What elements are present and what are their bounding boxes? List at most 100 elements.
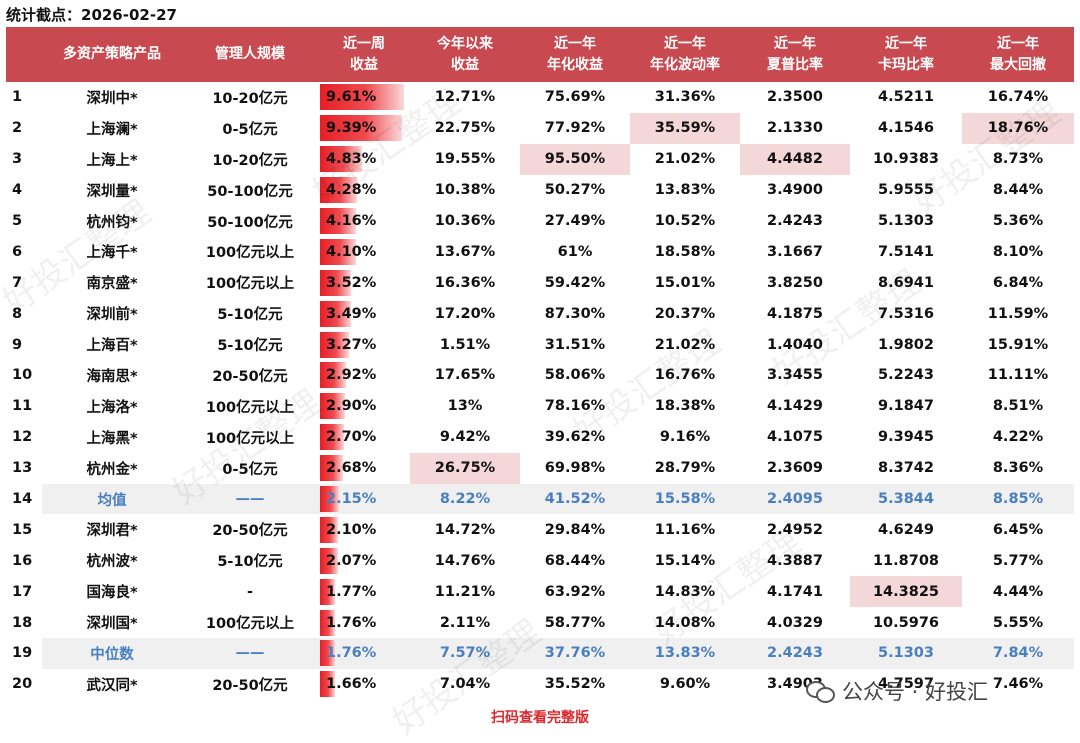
cell-name: 上海黑* — [86, 430, 138, 447]
cell-ann: 61% — [557, 243, 593, 260]
cell-scale: 100亿元以上 — [205, 616, 295, 633]
week-return-bar — [320, 177, 358, 204]
cell-mdd: 5.55% — [992, 614, 1044, 631]
cell-idx: 5 — [12, 213, 23, 229]
cell-calmar: 5.1303 — [850, 638, 962, 669]
cell-vol: 13.83% — [654, 182, 716, 199]
cell-scale: 10-20亿元 — [212, 152, 288, 169]
cell-mdd: 7.84% — [962, 638, 1074, 669]
cell-ytd: 7.04% — [439, 676, 491, 693]
cell-scale: 5-10亿元 — [217, 338, 283, 355]
wechat-icon — [806, 679, 836, 703]
cell-scale: 50-100亿元 — [207, 214, 293, 231]
cell-name: 上海千* — [86, 245, 138, 262]
cell-idx: 20 — [12, 676, 33, 693]
cell-sharpe: 4.1429 — [767, 398, 823, 415]
cell-week: 9.39% — [318, 113, 410, 144]
header-sharpe: 近一年 夏普比率 — [740, 27, 850, 82]
cell-sharpe: 3.1667 — [767, 243, 823, 260]
cell-sharpe: 4.3887 — [767, 552, 823, 569]
cell-name: 中位数 — [42, 638, 182, 669]
cell-week: 4.16% — [318, 206, 410, 237]
cell-calmar: 7.5141 — [878, 243, 934, 260]
cell-sharpe: 1.4040 — [767, 336, 823, 353]
cell-week: 2.70% — [318, 422, 410, 453]
cell-idx: 13 — [12, 460, 33, 477]
table-row: 7 南京盛* 100亿元以上 3.52% 16.36% 59.42% 15.01% 3.825… — [6, 267, 1074, 298]
cell-ann: 75.69% — [544, 89, 606, 106]
cell-ann: 63.92% — [544, 583, 606, 600]
summary-row: 14 均值 —— 2.15% 8.22% 41.52% 15.58% 2.4095 5.3844… — [6, 483, 1074, 515]
week-return-value: 2.70% — [326, 429, 377, 446]
table-row: 4 深圳量* 50-100亿元 4.28% 10.38% 50.27% 13.83% 3.49… — [6, 175, 1074, 206]
cell-name: 海南思* — [86, 368, 138, 385]
week-return-bar — [320, 362, 346, 389]
cell-ytd: 2.11% — [439, 614, 491, 631]
cell-week: 3.52% — [318, 267, 410, 298]
cell-vol: 15.14% — [654, 552, 716, 569]
header-idx — [6, 27, 42, 82]
cell-ytd: 11.21% — [434, 583, 496, 600]
cell-week: 4.83% — [318, 144, 410, 175]
cell-sharpe: 3.8250 — [767, 274, 823, 291]
cell-scale: 50-100亿元 — [207, 183, 293, 200]
week-return-bar — [320, 424, 344, 451]
week-return-value: 4.10% — [326, 243, 377, 260]
table-row: 1 深圳中* 10-20亿元 9.61% 12.71% 75.69% 31.36% 2.350… — [6, 82, 1074, 113]
cell-sharpe: 3.4900 — [767, 182, 823, 199]
cell-ytd: 14.72% — [434, 521, 496, 538]
cell-scale: 100亿元以上 — [205, 430, 295, 447]
week-return-value: 1.76% — [326, 645, 377, 662]
cell-name: 上海洛* — [86, 399, 138, 416]
cell-vol: 20.37% — [654, 305, 716, 322]
cell-week: 1.76% — [318, 638, 410, 669]
header-ann: 近一年 年化收益 — [520, 27, 630, 82]
brand-tag: 公众号 · 好投汇 — [806, 676, 988, 706]
cell-calmar: 9.3945 — [878, 429, 934, 446]
week-return-value: 1.76% — [326, 614, 377, 631]
cell-vol: 14.08% — [654, 614, 716, 631]
cell-scale: 100亿元以上 — [205, 276, 295, 293]
cell-vol: 16.76% — [654, 367, 716, 384]
cell-sharpe: 4.1875 — [767, 305, 823, 322]
week-return-value: 1.77% — [326, 583, 377, 600]
cell-ytd: 7.57% — [410, 638, 520, 669]
cell-vol: 35.59% — [630, 112, 740, 144]
cell-vol: 15.01% — [654, 274, 716, 291]
cell-ytd: 12.71% — [434, 89, 496, 106]
cell-calmar: 8.6941 — [878, 274, 934, 291]
cell-week: 2.15% — [318, 483, 410, 515]
cell-idx: 10 — [12, 367, 33, 384]
cell-name: 武汉同* — [86, 677, 138, 694]
week-return-value: 2.07% — [326, 552, 377, 569]
cell-ann: 87.30% — [544, 305, 606, 322]
cell-calmar: 5.9555 — [878, 182, 934, 199]
cell-calmar: 9.1847 — [878, 398, 934, 415]
week-return-bar — [320, 393, 346, 420]
snapshot-date: 统计截点：2026-02-27 — [6, 6, 177, 24]
table-row: 13 杭州金* 0-5亿元 2.68% 26.75% 69.98% 28.79% 2.3609… — [6, 452, 1074, 484]
week-return-bar — [320, 300, 351, 327]
cell-name: 上海百* — [86, 338, 138, 355]
cell-scale: 0-5亿元 — [222, 121, 278, 138]
scan-for-full-version[interactable]: 扫码查看完整版 — [491, 710, 589, 726]
cell-week: 3.49% — [318, 298, 410, 329]
table-row: 12 上海黑* 100亿元以上 2.70% 9.42% 39.62% 9.16% 4.1075… — [6, 422, 1074, 453]
cell-mdd: 15.91% — [987, 336, 1049, 353]
cell-sharpe: 2.4243 — [767, 213, 823, 229]
cell-mdd: 6.45% — [992, 521, 1044, 538]
header-calmar: 近一年 卡玛比率 — [850, 27, 962, 82]
cell-name: 杭州钧* — [86, 214, 138, 231]
cell-ytd: 9.42% — [439, 429, 491, 446]
cell-name: 深圳中* — [86, 90, 138, 107]
cell-mdd: 18.76% — [962, 112, 1074, 144]
cell-week: 3.27% — [318, 329, 410, 360]
week-return-value: 3.49% — [326, 305, 377, 322]
cell-ann: 95.50% — [520, 143, 630, 175]
cell-ann: 58.77% — [544, 614, 606, 631]
cell-week: 1.77% — [318, 576, 410, 607]
week-return-bar — [320, 486, 339, 513]
cell-calmar: 5.2243 — [878, 367, 934, 384]
fund-ranking-table: 多资产策略产品 管理人规模 近一周 收益 今年以来 收益 近一年 年化收益 近一年 年化波动率 近一… — [6, 27, 1074, 700]
cell-mdd: 8.10% — [992, 243, 1044, 260]
